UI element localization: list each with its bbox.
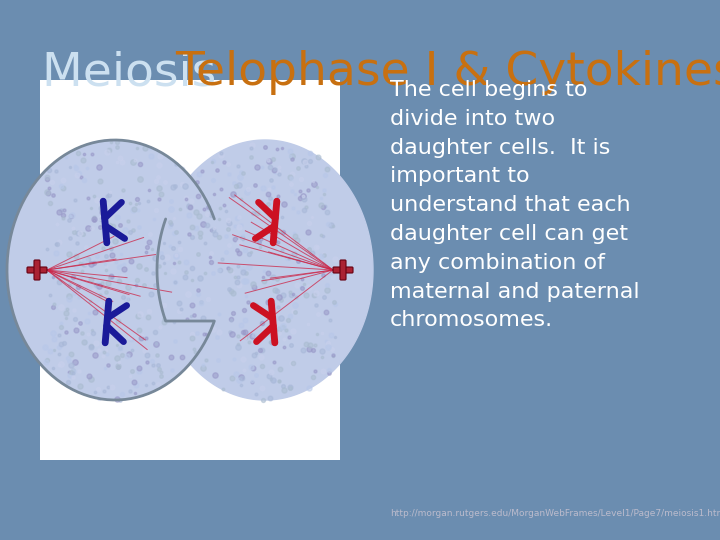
Text: Meiosis: Meiosis xyxy=(42,50,231,95)
FancyBboxPatch shape xyxy=(340,260,346,280)
FancyBboxPatch shape xyxy=(27,267,47,273)
Polygon shape xyxy=(157,140,373,400)
Text: Telophase I & Cytokinesis: Telophase I & Cytokinesis xyxy=(175,50,720,95)
Text: The cell begins to
divide into two
daughter cells.  It is
important to
understan: The cell begins to divide into two daugh… xyxy=(390,80,639,330)
FancyBboxPatch shape xyxy=(40,80,340,460)
FancyBboxPatch shape xyxy=(34,260,40,280)
Polygon shape xyxy=(7,140,223,400)
Text: http://morgan.rutgers.edu/MorganWebFrames/Level1/Page7/meiosis1.html: http://morgan.rutgers.edu/MorganWebFrame… xyxy=(390,509,720,518)
FancyBboxPatch shape xyxy=(333,267,353,273)
